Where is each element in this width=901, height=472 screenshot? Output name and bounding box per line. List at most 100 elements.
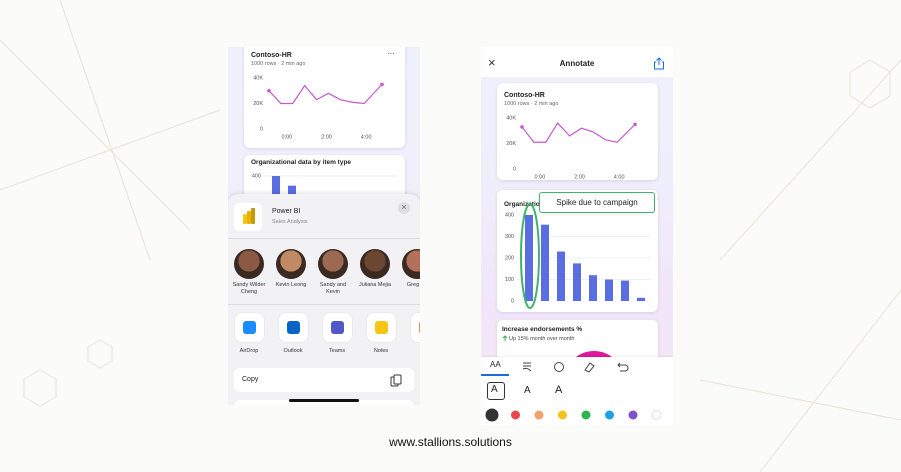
bar xyxy=(525,215,533,301)
annotation-toolbar: AA A A A xyxy=(481,357,673,425)
close-button[interactable]: × xyxy=(398,202,410,214)
divider xyxy=(228,238,420,239)
x-tick-label: 0:00 xyxy=(281,134,292,140)
active-tool-underline xyxy=(481,374,509,376)
app-label: AirDrop xyxy=(239,348,259,354)
color-swatch[interactable] xyxy=(628,410,638,420)
card-subtitle: 1000 rows · 2 min ago xyxy=(504,101,559,107)
color-swatch[interactable] xyxy=(605,410,614,420)
app-icon[interactable] xyxy=(411,313,420,342)
eraser-tool[interactable] xyxy=(584,362,595,373)
size-small[interactable]: A xyxy=(491,384,498,395)
card-title: Organizational data by item type xyxy=(251,159,352,166)
text-tool[interactable]: AA xyxy=(490,360,501,369)
end-marker xyxy=(267,88,271,93)
deco-line xyxy=(759,289,901,472)
copy-sheet xyxy=(393,374,402,385)
pen-tool[interactable] xyxy=(522,362,532,372)
person-name: Kevin Leong xyxy=(275,282,307,288)
home-indicator xyxy=(289,399,359,402)
app-icon[interactable] xyxy=(323,313,352,342)
right-phone: × Annotate Contoso-HR 1000 rows · 2 min … xyxy=(481,47,673,425)
size-medium[interactable]: A xyxy=(524,385,531,396)
color-swatch[interactable] xyxy=(651,410,662,420)
share-button[interactable] xyxy=(653,57,665,70)
undo-tool[interactable] xyxy=(617,362,629,372)
annotation-circle xyxy=(520,203,540,309)
size-selected xyxy=(487,382,505,400)
size-large[interactable]: A xyxy=(555,384,563,396)
y-tick-label: 0 xyxy=(260,126,263,132)
avatar[interactable] xyxy=(360,249,390,279)
power-bi-logo xyxy=(243,208,255,224)
footer-url: www.stallions.solutions xyxy=(389,435,512,449)
divider xyxy=(228,304,420,305)
x-tick-label: 2:00 xyxy=(574,174,585,180)
card-subtitle: 1000 rows · 2 min ago xyxy=(251,61,306,67)
avatar[interactable] xyxy=(402,249,420,279)
left-phone: Contoso-HR 1000 rows · 2 min ago ··· 0 20… xyxy=(228,47,420,405)
header-bar: × Annotate xyxy=(481,47,673,77)
color-swatch[interactable] xyxy=(534,410,544,420)
bar-chart: 0 100 200 300 400 xyxy=(505,212,651,304)
close-button[interactable]: × xyxy=(488,55,496,70)
y-tick-label: 0 xyxy=(513,166,516,172)
bar xyxy=(573,263,581,301)
app-icon[interactable] xyxy=(235,313,264,342)
logo-bar xyxy=(243,214,247,224)
hexagon xyxy=(87,339,113,369)
color-swatch[interactable] xyxy=(511,410,520,420)
emoji-tool[interactable] xyxy=(554,362,564,372)
copy-action[interactable]: Copy xyxy=(234,368,414,392)
logo-bar xyxy=(251,208,255,224)
y-tick-label: 400 xyxy=(505,212,514,218)
bar xyxy=(589,275,597,301)
up-arrow xyxy=(502,335,508,341)
app-glyph xyxy=(331,321,344,334)
y-tick-label: 40K xyxy=(253,75,263,81)
app-icon[interactable] xyxy=(367,313,396,342)
app-glyph xyxy=(243,321,256,334)
app-icon[interactable] xyxy=(279,313,308,342)
avatar[interactable] xyxy=(318,249,348,279)
bar xyxy=(541,224,549,301)
x-tick-label: 2:00 xyxy=(321,134,332,140)
deco-line xyxy=(59,0,151,261)
card-subtitle: Up 15% month over month xyxy=(509,336,575,342)
card-menu[interactable]: ··· xyxy=(387,49,395,58)
share-icon xyxy=(654,57,664,70)
deco-line xyxy=(699,379,901,421)
avatar[interactable] xyxy=(234,249,264,279)
y-tick-label: 300 xyxy=(505,234,514,240)
line-chart: 0 20K 40K 0:00 2:00 4:00 xyxy=(506,115,637,180)
y-tick-label: 0 xyxy=(511,298,514,304)
line-card: Contoso-HR 1000 rows · 2 min ago ··· 0 20… xyxy=(244,47,405,148)
x-tick-label: 4:00 xyxy=(614,174,625,180)
hexagon xyxy=(849,59,891,109)
app-glyph xyxy=(287,321,300,334)
bar xyxy=(637,297,645,301)
end-marker xyxy=(633,122,637,127)
end-marker xyxy=(380,82,384,87)
app-label: Notes xyxy=(373,348,389,354)
y-tick-label: 200 xyxy=(505,255,514,261)
app-glyph xyxy=(419,321,420,334)
bar xyxy=(557,251,565,301)
person-name: Sandy and Kevin xyxy=(319,282,347,295)
annotation-callout[interactable]: Spike due to campaign xyxy=(539,192,655,213)
color-swatch[interactable] xyxy=(558,410,567,420)
y-tick-label: 40K xyxy=(506,115,516,121)
card-title: Contoso-HR xyxy=(251,52,292,59)
logo-bar xyxy=(247,211,251,224)
color-swatch[interactable] xyxy=(581,410,591,420)
avatar[interactable] xyxy=(276,249,306,279)
y-tick-label: 20K xyxy=(253,101,263,107)
action-label: Copy xyxy=(242,376,259,383)
color-swatch[interactable] xyxy=(485,408,499,422)
line xyxy=(521,122,636,143)
x-tick-label: 0:00 xyxy=(534,174,545,180)
